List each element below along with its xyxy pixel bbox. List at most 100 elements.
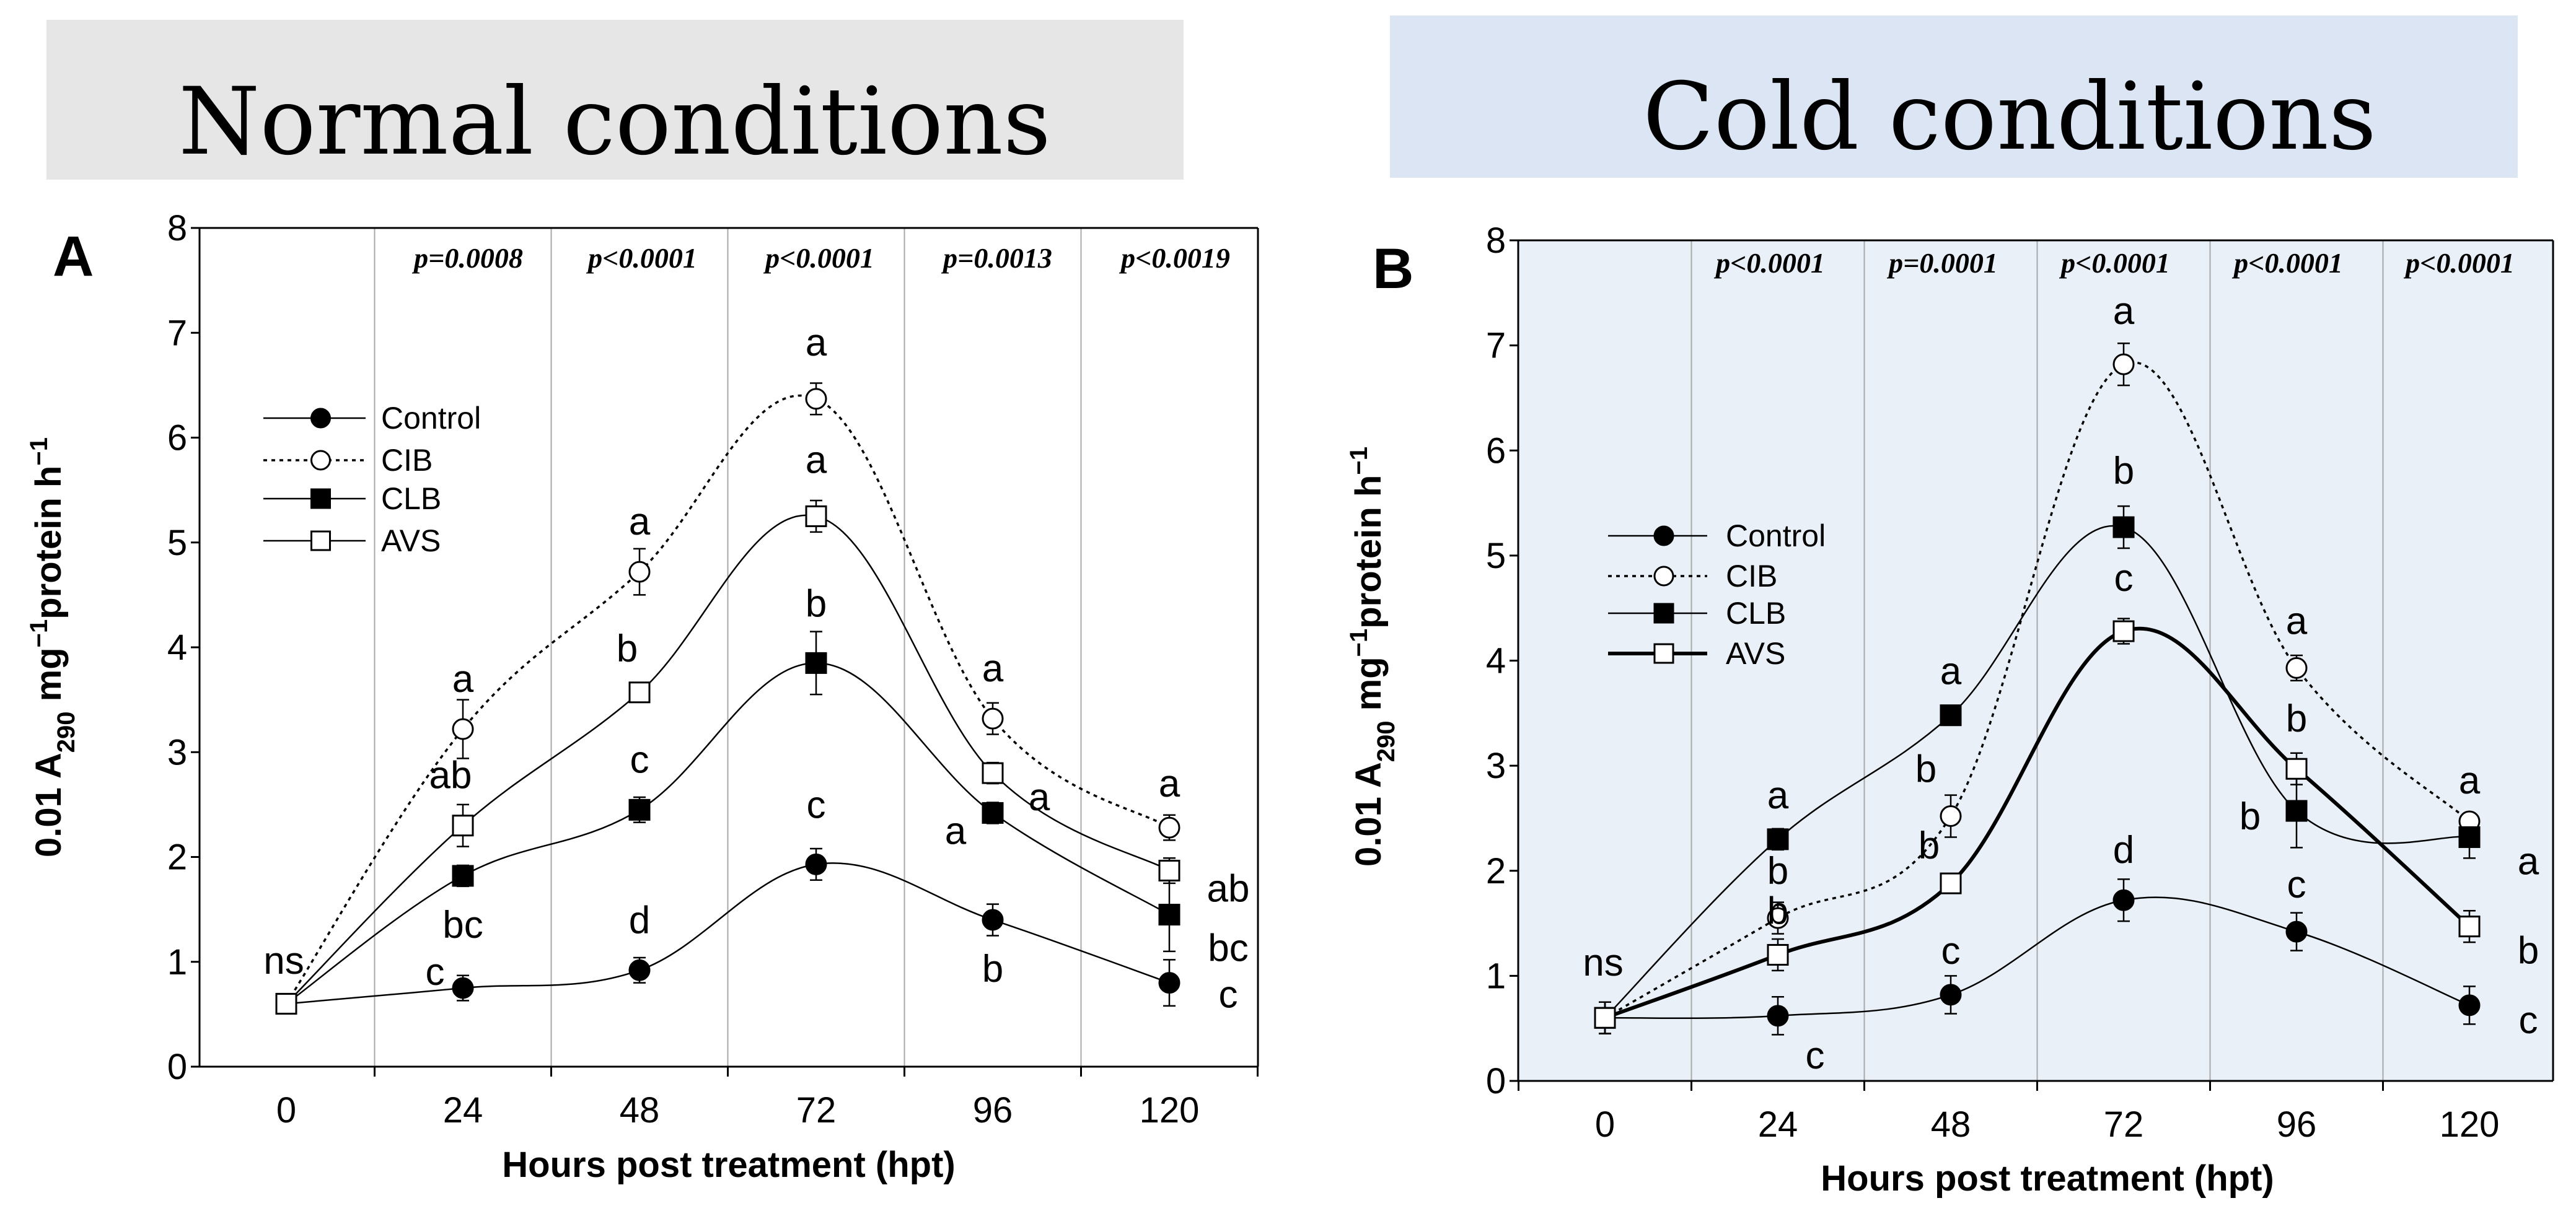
y-tick-label: 1 bbox=[1486, 956, 1506, 996]
y-tick-label: 3 bbox=[167, 732, 187, 772]
significance-letter: ab bbox=[1207, 868, 1250, 911]
y-axis-title-part: −1 bbox=[25, 437, 53, 466]
significance-letter: c bbox=[1941, 930, 1961, 973]
significance-letter: c bbox=[807, 784, 826, 826]
marker-cib bbox=[628, 561, 651, 583]
y-axis-title: 0.01 A290 mg−1protein h−1 bbox=[1345, 447, 1400, 867]
series-line-clb bbox=[286, 662, 1170, 1005]
series-line-control bbox=[286, 862, 1170, 1005]
ns-label: ns bbox=[1583, 942, 1623, 984]
marker-cib bbox=[452, 718, 474, 740]
legend-label: CIB bbox=[1726, 559, 1777, 593]
significance-letter: bc bbox=[442, 904, 483, 946]
significance-letter: b bbox=[1919, 824, 1940, 867]
significance-letter: a bbox=[2286, 600, 2308, 642]
marker-cib bbox=[1767, 907, 1789, 929]
legend-label: AVS bbox=[1726, 636, 1785, 671]
significance-letter: b bbox=[2240, 795, 2261, 838]
marker-avs bbox=[275, 992, 297, 1015]
significance-letter: a bbox=[1159, 763, 1180, 805]
panel-letter: B bbox=[1373, 237, 1413, 300]
p-value-label: p<0.0001 bbox=[1713, 247, 1825, 279]
ns-label: ns bbox=[263, 940, 304, 982]
significance-letter: c bbox=[426, 951, 445, 994]
y-axis-title-part: 0.01 A bbox=[1348, 762, 1389, 867]
legend-label: Control bbox=[381, 401, 481, 435]
significance-letter: a bbox=[2113, 290, 2135, 333]
significance-letter: a bbox=[452, 658, 474, 701]
series-line-control bbox=[1604, 896, 2470, 1020]
marker-avs bbox=[2112, 620, 2135, 642]
y-tick-label: 2 bbox=[1486, 851, 1506, 891]
marker-clb bbox=[1767, 828, 1789, 850]
significance-letter: b bbox=[2113, 450, 2134, 492]
y-tick-label: 7 bbox=[1486, 326, 1506, 366]
significance-letter: c bbox=[2519, 999, 2538, 1042]
marker-cib bbox=[1940, 805, 1962, 828]
y-tick-label: 4 bbox=[1486, 641, 1506, 681]
significance-letter: b bbox=[2286, 697, 2307, 740]
marker-control bbox=[982, 909, 1004, 931]
significance-letter: a bbox=[945, 810, 967, 852]
marker-cib bbox=[982, 707, 1004, 730]
y-tick-label: 7 bbox=[167, 313, 187, 353]
marker-control bbox=[1940, 984, 1962, 1006]
significance-letter: d bbox=[629, 899, 650, 942]
marker-avs bbox=[1940, 872, 1962, 894]
x-tick-label: 48 bbox=[1931, 1104, 1971, 1145]
x-axis-title: Hours post treatment (hpt) bbox=[1821, 1158, 2274, 1199]
x-tick-label: 96 bbox=[973, 1090, 1013, 1130]
p-value-label: p<0.0001 bbox=[2403, 247, 2515, 279]
panel-letter: A bbox=[53, 225, 94, 288]
significance-letter: c bbox=[1806, 1034, 1825, 1077]
marker-clb bbox=[805, 652, 827, 674]
significance-letter: c bbox=[2287, 863, 2306, 906]
p-value-label: p=0.0013 bbox=[941, 242, 1052, 274]
p-value-label: p<0.0001 bbox=[586, 242, 697, 274]
marker-control bbox=[2112, 889, 2135, 911]
y-axis-title-part: −1 bbox=[25, 619, 53, 648]
y-axis-title-part: −1 bbox=[1345, 447, 1373, 475]
marker-control bbox=[2458, 994, 2481, 1016]
legend-marker-clb bbox=[1653, 603, 1674, 624]
x-tick-label: 72 bbox=[2104, 1104, 2144, 1145]
significance-letter: a bbox=[2459, 759, 2481, 802]
plot-background bbox=[1518, 240, 2553, 1081]
marker-clb bbox=[982, 802, 1004, 824]
marker-avs bbox=[1594, 1007, 1616, 1029]
marker-avs bbox=[982, 762, 1004, 784]
title-normal-conditions: Normal conditions bbox=[178, 68, 1051, 176]
y-axis-title: 0.01 A290 mg−1protein h−1 bbox=[25, 437, 80, 857]
significance-letter: c bbox=[1219, 974, 1238, 1016]
title-cold-conditions: Cold conditions bbox=[1643, 63, 2376, 171]
marker-control bbox=[1767, 1005, 1789, 1027]
legend-marker-avs bbox=[1653, 643, 1674, 664]
significance-letter: b bbox=[982, 948, 1003, 990]
x-axis-title: Hours post treatment (hpt) bbox=[502, 1145, 955, 1185]
marker-avs bbox=[452, 815, 474, 837]
marker-clb bbox=[628, 798, 651, 821]
title-band-cold bbox=[1390, 15, 2518, 178]
significance-letter: a bbox=[1029, 776, 1050, 819]
legend-label: CLB bbox=[381, 481, 441, 516]
y-tick-label: 1 bbox=[167, 942, 187, 982]
significance-letter: a bbox=[1767, 774, 1789, 817]
legend-marker-avs bbox=[310, 530, 331, 551]
significance-letter: a bbox=[806, 321, 827, 364]
significance-letter: ab bbox=[429, 754, 472, 797]
significance-letter: c bbox=[630, 738, 649, 781]
significance-letter: b bbox=[617, 627, 638, 670]
marker-control bbox=[452, 977, 474, 999]
marker-avs bbox=[1767, 943, 1789, 966]
y-axis-title-part: 0.01 A bbox=[29, 753, 69, 857]
p-value-label: p<0.0001 bbox=[763, 242, 874, 274]
y-axis-title-part: −1 bbox=[1345, 629, 1373, 657]
y-tick-label: 3 bbox=[1486, 746, 1506, 786]
marker-clb bbox=[1940, 704, 1962, 727]
marker-control bbox=[2285, 920, 2308, 943]
significance-letter: b bbox=[806, 582, 827, 625]
p-value-label: p<0.0019 bbox=[1119, 242, 1230, 274]
x-tick-label: 24 bbox=[443, 1090, 483, 1130]
marker-clb bbox=[2458, 826, 2481, 848]
